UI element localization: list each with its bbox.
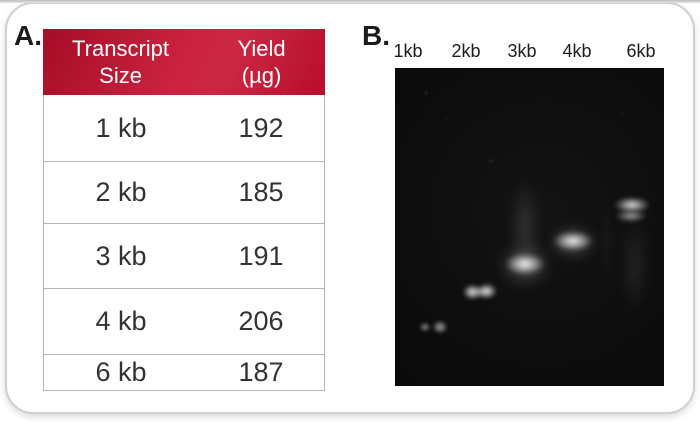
cell-yield: 192 [238, 112, 284, 143]
gel-band-6kb-smear [623, 214, 647, 318]
table-row: 4 kb 206 [44, 288, 324, 354]
gel-image [395, 68, 664, 386]
gel-band-1kb-dot-left [419, 322, 431, 332]
panel-a-label: A. [14, 20, 42, 51]
gel-lane-streak-faint [602, 195, 612, 291]
table-row: 6 kb 187 [44, 354, 324, 390]
table-header: Transcript Size Yield (µg) [43, 29, 325, 95]
gel-band-2kb-bridge [464, 286, 496, 298]
cell-size: 3 kb [95, 240, 147, 271]
gel-band-4kb-core [553, 231, 593, 251]
gel-gel-speck-2 [444, 118, 448, 122]
gel-band-6kb-lower [615, 210, 647, 222]
panel-b-label: B. [362, 20, 390, 51]
cell-yield: 185 [238, 177, 284, 207]
yield-table: Transcript Size Yield (µg) 1 kb 192 2 kb… [43, 29, 325, 391]
table-row: 3 kb 191 [44, 223, 324, 288]
header-yield: Yield (µg) [237, 35, 286, 89]
header-transcript-size: Transcript Size [72, 35, 170, 89]
cell-yield: 187 [238, 357, 284, 387]
lane-label-6kb: 6kb [626, 41, 656, 61]
gel-band-3kb-core [505, 253, 545, 275]
table-row: 1 kb 192 [44, 95, 324, 161]
gel-gel-speck-1 [423, 90, 429, 96]
lane-label-4kb: 4kb [562, 41, 592, 61]
cell-size: 6 kb [95, 357, 147, 387]
lane-label-1kb: 1kb [393, 41, 423, 61]
gel-band-6kb-upper [614, 197, 650, 213]
cell-yield: 191 [238, 240, 284, 271]
table-row: 2 kb 185 [44, 161, 324, 223]
lane-label-2kb: 2kb [451, 41, 481, 61]
gel-gel-speck-4 [621, 111, 625, 115]
lane-label-3kb: 3kb [507, 41, 537, 61]
cell-yield: 206 [238, 306, 284, 336]
cell-size: 2 kb [95, 177, 147, 207]
cell-size: 1 kb [95, 112, 147, 143]
gel-band-1kb-dot-right [432, 320, 448, 334]
gel-gel-speck-3 [488, 158, 494, 164]
top-divider [0, 0, 700, 3]
cell-size: 4 kb [95, 306, 147, 336]
